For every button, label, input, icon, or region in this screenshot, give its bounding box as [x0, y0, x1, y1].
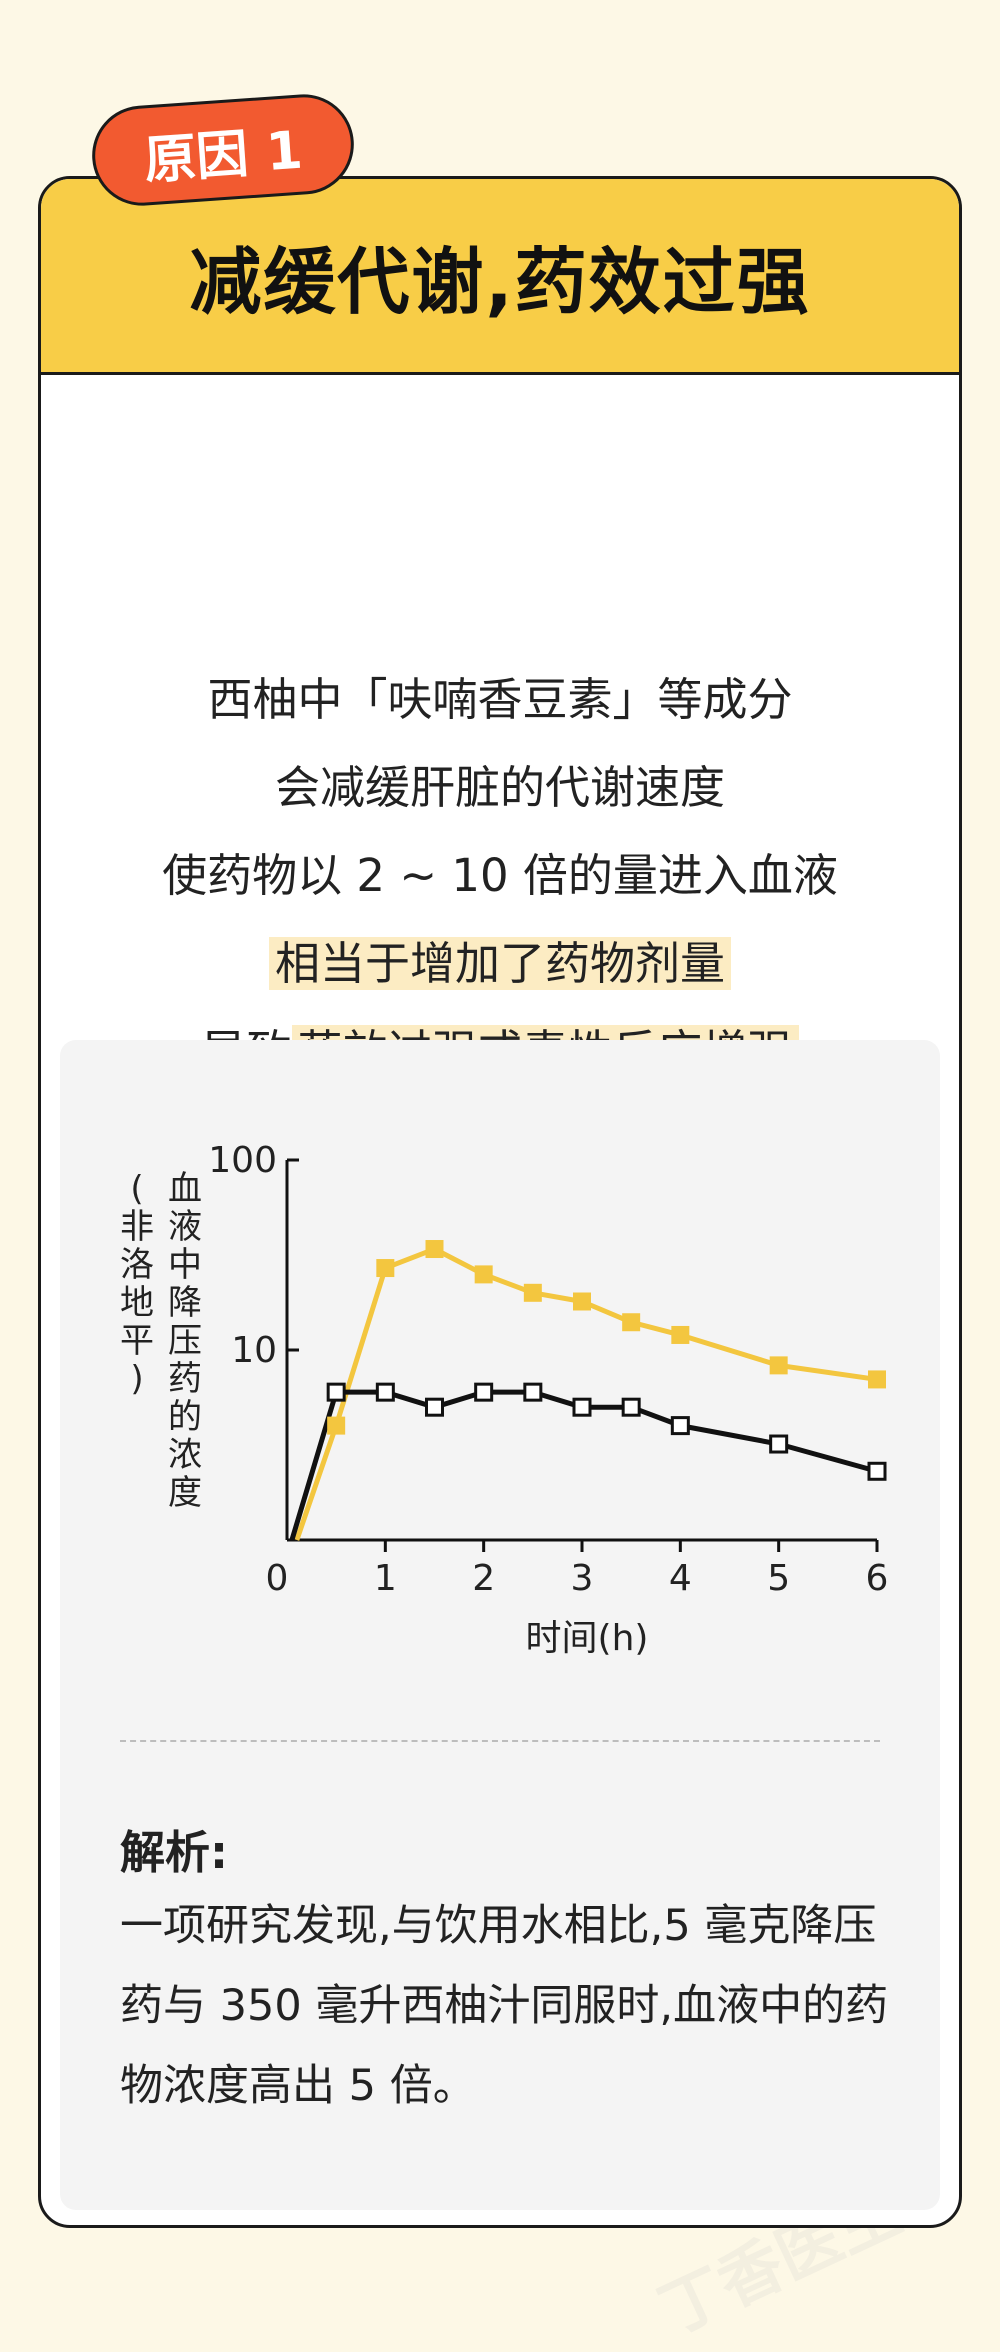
x-tick-label: 4	[669, 1558, 692, 1599]
data-point	[769, 1434, 789, 1454]
x-axis-title: 时间(h)	[526, 1618, 649, 1659]
body-line-highlight: 相当于增加了药物剂量	[268, 933, 731, 995]
y-tick-label: 100	[208, 1140, 277, 1181]
data-point	[573, 1292, 591, 1311]
x-tick-label: 3	[571, 1558, 594, 1599]
data-point	[327, 1416, 346, 1435]
data-point	[867, 1461, 887, 1481]
y-axis-label: (非洛地平) 血液中降压药的浓度	[120, 1169, 202, 1513]
data-point	[474, 1265, 493, 1284]
data-point	[375, 1382, 395, 1402]
data-point	[621, 1397, 641, 1417]
card-header: 减缓代谢,药效过强	[41, 179, 959, 375]
highlight-text: 相当于增加了药物剂量	[268, 937, 731, 990]
data-point	[670, 1416, 690, 1436]
data-point	[474, 1382, 494, 1402]
data-point	[376, 1259, 395, 1278]
body-line: 西柚中「呋喃香豆素」等成分	[207, 673, 793, 726]
analysis-text: 一项研究发现,与饮用水相比,5 毫克降压药与 350 毫升西柚汁同服时,血液中的…	[120, 1901, 889, 2111]
body-line: 会减缓肝脏的代谢速度	[274, 761, 725, 814]
x-tick-label: 1	[374, 1558, 397, 1599]
analysis-title: 解析:	[120, 1826, 228, 1879]
y-tick-label: 10	[231, 1330, 277, 1371]
card-title: 减缓代谢,药效过强	[189, 240, 811, 324]
chart-panel	[60, 1040, 940, 2210]
x-tick-label: 6	[866, 1558, 889, 1599]
data-point	[425, 1397, 444, 1417]
divider	[120, 1740, 880, 1742]
data-point	[523, 1382, 543, 1402]
reason-tag-label: 原因 1	[142, 120, 305, 191]
data-point	[671, 1325, 690, 1344]
data-point	[326, 1382, 346, 1402]
data-point	[523, 1283, 542, 1302]
y-axis-sublabel: (非洛地平)	[120, 1169, 154, 1399]
data-point	[622, 1313, 641, 1332]
y-axis-title: 血液中降压药的浓度	[168, 1169, 202, 1513]
body-line: 使药物以 2 ~ 10 倍的量进入血液	[162, 849, 838, 902]
data-point	[769, 1356, 788, 1375]
reason-tag: 原因 1	[88, 90, 358, 210]
x-tick-label: 5	[767, 1558, 790, 1599]
data-point	[572, 1397, 592, 1417]
data-point	[425, 1240, 444, 1259]
x-tick-label: 0	[266, 1558, 289, 1599]
x-tick-label: 2	[472, 1558, 495, 1599]
data-point	[868, 1370, 886, 1389]
